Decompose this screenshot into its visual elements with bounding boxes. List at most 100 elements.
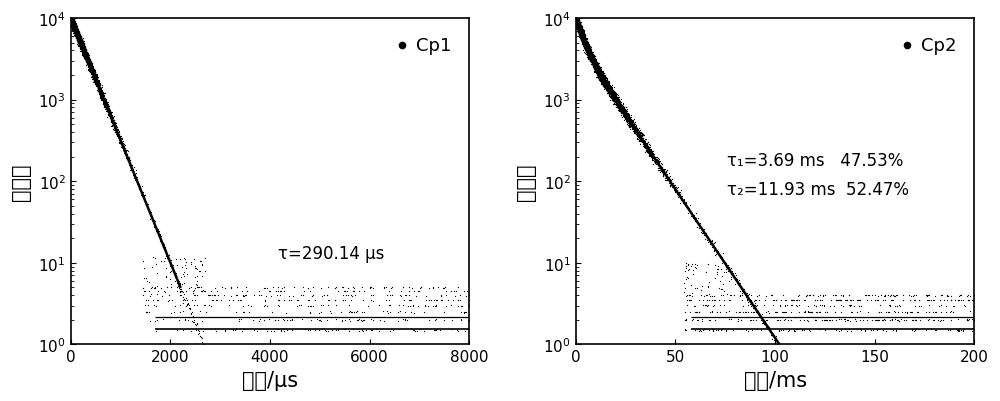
Point bbox=[78, 49, 94, 55]
Point bbox=[587, 61, 603, 68]
Point bbox=[578, 43, 594, 50]
Point bbox=[91, 81, 107, 87]
Point bbox=[79, 58, 95, 65]
Point bbox=[573, 33, 589, 39]
Point bbox=[571, 24, 587, 31]
Point bbox=[589, 66, 605, 73]
Point bbox=[80, 55, 96, 61]
Point bbox=[583, 57, 599, 64]
Point bbox=[573, 29, 589, 35]
Point bbox=[687, 264, 703, 270]
Point bbox=[95, 93, 111, 99]
Point bbox=[627, 124, 643, 130]
Point bbox=[589, 69, 605, 75]
Point bbox=[595, 72, 611, 78]
Point bbox=[576, 38, 592, 44]
Point bbox=[576, 39, 592, 45]
Point bbox=[578, 46, 594, 53]
Point bbox=[72, 35, 88, 42]
Point bbox=[576, 40, 592, 46]
Point bbox=[596, 73, 612, 79]
Point bbox=[66, 22, 82, 28]
Point bbox=[69, 35, 85, 41]
Point bbox=[572, 30, 588, 36]
Point bbox=[583, 52, 599, 58]
Point bbox=[601, 92, 617, 98]
Point bbox=[587, 61, 603, 67]
Point bbox=[426, 297, 442, 304]
Point bbox=[577, 44, 593, 51]
Point bbox=[68, 27, 84, 34]
Point bbox=[639, 142, 655, 148]
Point bbox=[575, 35, 591, 42]
Point bbox=[88, 75, 104, 81]
Point bbox=[574, 32, 590, 38]
Point bbox=[71, 34, 87, 41]
Point bbox=[635, 140, 651, 146]
Point bbox=[70, 37, 86, 44]
Point bbox=[586, 62, 602, 69]
Point bbox=[253, 292, 269, 298]
Point bbox=[63, 15, 79, 22]
Point bbox=[568, 18, 584, 24]
Point bbox=[574, 37, 590, 43]
Point bbox=[595, 70, 611, 76]
Point bbox=[580, 44, 596, 51]
Point bbox=[852, 297, 868, 304]
Point bbox=[587, 59, 603, 65]
Point bbox=[573, 34, 589, 41]
Point bbox=[580, 43, 596, 50]
Point bbox=[589, 64, 605, 71]
Point bbox=[70, 33, 86, 39]
Point bbox=[568, 17, 584, 23]
Point bbox=[577, 40, 593, 46]
Point bbox=[68, 29, 84, 36]
Point bbox=[620, 117, 636, 123]
Point bbox=[571, 22, 587, 29]
Point bbox=[597, 77, 613, 83]
Point bbox=[603, 87, 619, 94]
Point bbox=[570, 24, 586, 31]
Point bbox=[569, 23, 585, 29]
Point bbox=[63, 16, 79, 22]
Point bbox=[578, 40, 594, 47]
Point bbox=[569, 19, 585, 25]
Point bbox=[575, 36, 591, 43]
Point bbox=[586, 65, 602, 71]
Point bbox=[571, 26, 587, 32]
Point bbox=[453, 309, 469, 315]
Point bbox=[67, 26, 83, 32]
Point bbox=[641, 153, 657, 159]
Point bbox=[575, 32, 591, 38]
Point bbox=[588, 66, 604, 73]
Point bbox=[591, 73, 607, 79]
Point bbox=[572, 31, 588, 38]
Point bbox=[64, 18, 80, 24]
Point bbox=[585, 55, 601, 62]
Point bbox=[667, 184, 683, 190]
Point bbox=[71, 35, 87, 42]
Point bbox=[580, 46, 596, 52]
Point bbox=[75, 44, 91, 50]
Point bbox=[612, 108, 628, 115]
Point bbox=[83, 71, 99, 77]
Point bbox=[64, 18, 80, 25]
Point bbox=[715, 293, 731, 299]
Point bbox=[568, 15, 584, 22]
Point bbox=[69, 30, 85, 37]
Point bbox=[589, 64, 605, 71]
Point bbox=[607, 99, 623, 105]
Point bbox=[604, 88, 620, 95]
Point bbox=[608, 95, 624, 101]
Point bbox=[572, 31, 588, 38]
Point bbox=[569, 19, 585, 25]
Point bbox=[568, 20, 584, 27]
Point bbox=[568, 14, 584, 20]
Point bbox=[63, 16, 79, 22]
Point bbox=[568, 17, 584, 23]
Point bbox=[568, 17, 584, 24]
Point bbox=[578, 47, 594, 53]
Point bbox=[583, 59, 599, 65]
Point bbox=[607, 97, 623, 103]
Point bbox=[579, 44, 595, 51]
